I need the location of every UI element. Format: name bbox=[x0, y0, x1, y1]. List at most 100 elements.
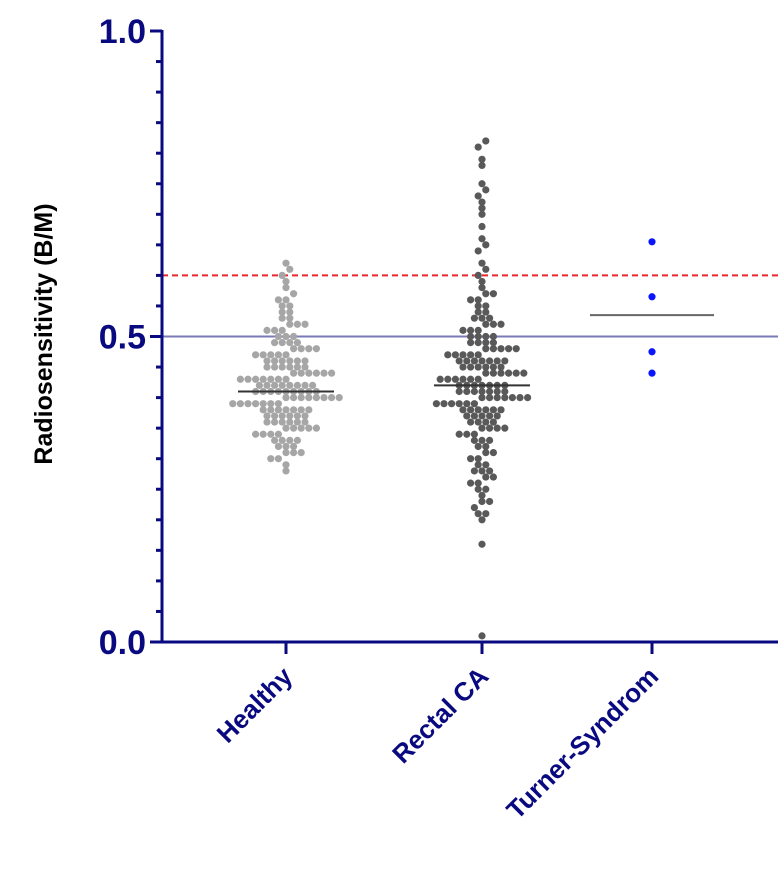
data-point bbox=[493, 424, 501, 432]
data-point bbox=[501, 424, 509, 432]
data-point bbox=[459, 326, 467, 334]
data-point bbox=[467, 363, 475, 371]
data-point bbox=[244, 400, 252, 408]
data-point bbox=[282, 332, 290, 341]
data-point bbox=[335, 394, 343, 402]
data-point bbox=[648, 238, 656, 246]
data-point bbox=[263, 326, 271, 334]
data-point bbox=[489, 418, 497, 426]
data-point bbox=[501, 387, 509, 396]
data-point bbox=[474, 406, 482, 414]
data-point bbox=[478, 235, 486, 243]
data-point bbox=[320, 394, 328, 402]
data-point bbox=[293, 363, 301, 371]
data-point bbox=[286, 381, 294, 389]
data-point bbox=[282, 296, 290, 304]
data-point bbox=[482, 241, 490, 249]
data-point bbox=[286, 302, 294, 310]
data-point bbox=[290, 424, 298, 432]
data-point bbox=[305, 345, 313, 353]
data-point bbox=[274, 351, 282, 359]
data-point bbox=[271, 339, 279, 347]
data-point bbox=[489, 339, 497, 347]
data-point bbox=[286, 265, 294, 273]
data-point bbox=[259, 406, 267, 414]
data-point bbox=[482, 473, 490, 481]
data-point bbox=[286, 314, 294, 322]
data-point bbox=[467, 351, 475, 359]
data-point bbox=[271, 326, 279, 334]
data-point bbox=[486, 412, 494, 420]
data-point bbox=[267, 375, 275, 383]
data-point bbox=[474, 302, 482, 310]
data-point bbox=[301, 381, 309, 389]
data-point bbox=[497, 406, 505, 414]
data-point bbox=[290, 442, 298, 451]
data-point bbox=[278, 357, 286, 365]
data-point bbox=[282, 442, 290, 451]
data-point bbox=[486, 467, 494, 475]
data-point bbox=[486, 497, 494, 506]
data-point bbox=[478, 491, 486, 499]
data-point bbox=[489, 320, 497, 328]
data-point bbox=[244, 375, 252, 383]
data-point bbox=[486, 387, 494, 396]
data-point bbox=[286, 339, 294, 347]
data-point bbox=[478, 412, 486, 420]
data-point bbox=[282, 467, 290, 475]
data-point bbox=[455, 430, 463, 438]
data-point bbox=[274, 442, 282, 451]
data-point bbox=[489, 448, 497, 457]
data-point bbox=[278, 271, 286, 279]
data-point bbox=[512, 369, 520, 377]
data-point bbox=[467, 406, 475, 414]
data-point bbox=[478, 314, 486, 322]
x-axis-categories: Healthy Rectal CA Turner-Syndrom bbox=[211, 642, 664, 825]
data-point bbox=[467, 332, 475, 341]
data-point bbox=[451, 375, 459, 383]
y-tick-label: 1.0 bbox=[99, 13, 146, 51]
data-point bbox=[274, 296, 282, 304]
data-point bbox=[297, 369, 305, 377]
data-point bbox=[486, 314, 494, 322]
data-point bbox=[474, 485, 482, 493]
data-point bbox=[463, 357, 471, 365]
data-point bbox=[286, 436, 294, 444]
data-point bbox=[470, 467, 478, 475]
data-point bbox=[290, 394, 298, 402]
data-point bbox=[459, 375, 467, 383]
data-point bbox=[312, 424, 320, 432]
data-point bbox=[278, 302, 286, 310]
data-point bbox=[648, 369, 656, 377]
data-point bbox=[474, 418, 482, 426]
data-point bbox=[236, 375, 244, 383]
data-point bbox=[474, 271, 482, 279]
data-point bbox=[470, 430, 478, 438]
data-point bbox=[467, 455, 475, 463]
data-point bbox=[478, 516, 486, 524]
data-point bbox=[474, 479, 482, 487]
data-point bbox=[444, 351, 452, 359]
data-point bbox=[482, 442, 490, 451]
data-point bbox=[501, 394, 509, 402]
data-point bbox=[320, 369, 328, 377]
data-point bbox=[271, 357, 279, 365]
data-point bbox=[451, 351, 459, 359]
data-point bbox=[470, 503, 478, 512]
data-point bbox=[297, 345, 305, 353]
data-point bbox=[282, 406, 290, 414]
data-point bbox=[478, 259, 486, 267]
data-point bbox=[463, 387, 471, 396]
data-point bbox=[478, 424, 486, 432]
data-point bbox=[648, 348, 656, 356]
data-point bbox=[474, 192, 482, 200]
data-point bbox=[474, 363, 482, 371]
data-point bbox=[467, 418, 475, 426]
data-point bbox=[474, 308, 482, 316]
data-point bbox=[520, 369, 528, 377]
data-point bbox=[274, 455, 282, 463]
data-point bbox=[478, 357, 486, 365]
data-point bbox=[482, 308, 490, 316]
data-point bbox=[482, 290, 490, 298]
